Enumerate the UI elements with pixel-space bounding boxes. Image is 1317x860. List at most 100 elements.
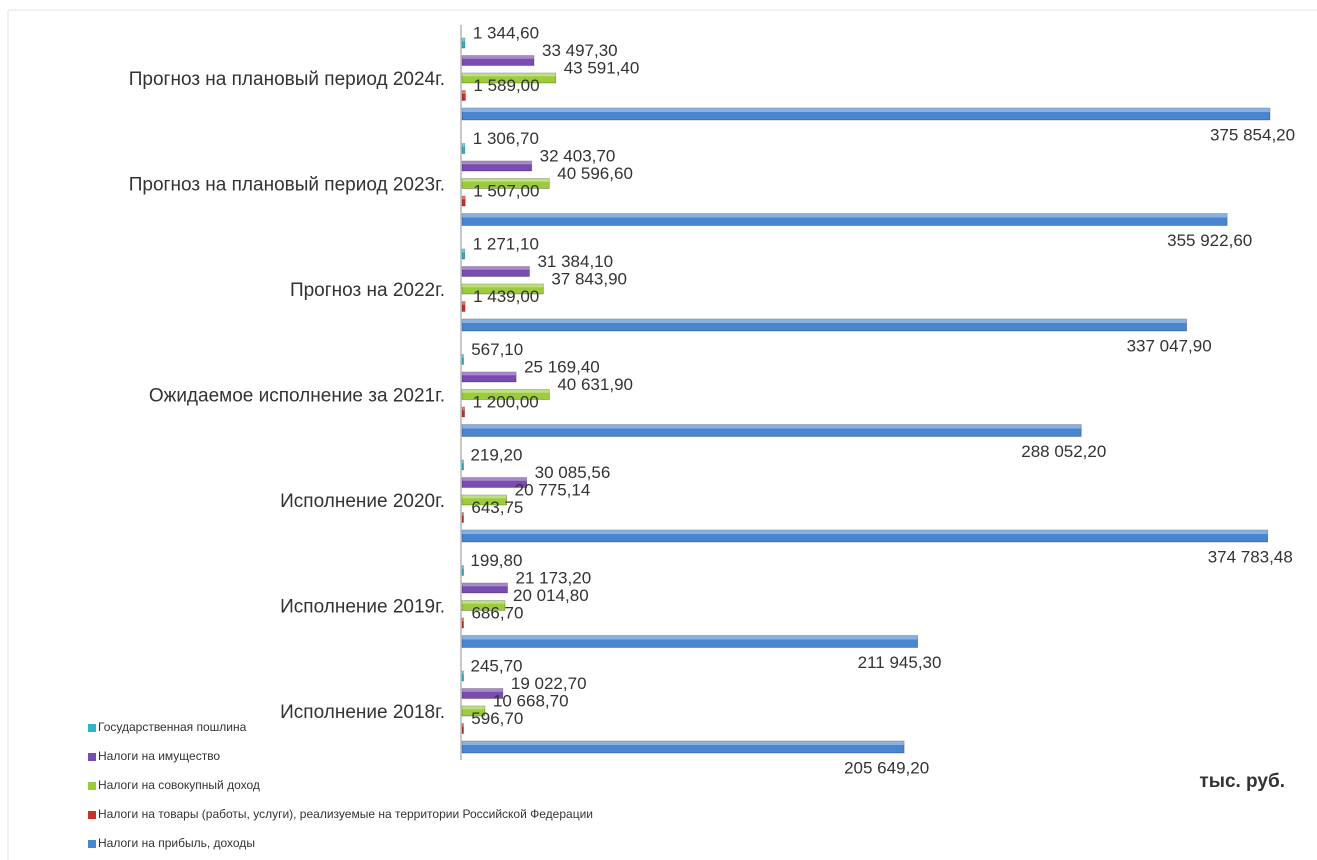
bar-highlight (462, 583, 508, 587)
bar-highlight (462, 90, 466, 94)
bar-highlight (462, 249, 465, 253)
bar-highlight (462, 600, 506, 604)
bar (461, 477, 528, 488)
category-label: Исполнение 2019г. (280, 597, 445, 618)
data-label: 374 783,48 (1208, 547, 1293, 566)
bar (461, 37, 466, 49)
data-label: 219,20 (470, 445, 522, 464)
bar (461, 512, 464, 523)
bar (461, 195, 466, 207)
bar-highlight (462, 38, 465, 42)
legend-label: Налоги на совокупный доход (98, 778, 260, 792)
bar (461, 670, 464, 682)
bar-highlight (462, 108, 1270, 112)
bar (461, 178, 550, 189)
bar-highlight (462, 723, 464, 727)
bar-highlight (462, 161, 532, 165)
data-label: 567,10 (471, 340, 523, 359)
data-label: 20 014,80 (513, 586, 589, 605)
data-label: 245,70 (471, 656, 523, 675)
data-label: 596,70 (471, 709, 523, 728)
bar (461, 529, 1269, 543)
bar-highlight (462, 512, 464, 516)
bar-highlight (462, 372, 517, 376)
bar-highlight (462, 460, 464, 464)
data-label: 1 439,00 (473, 287, 539, 306)
bar (461, 55, 535, 66)
bar (461, 389, 550, 400)
bar-highlight (462, 143, 465, 147)
legend-label: Государственная пошлина (98, 720, 247, 734)
bar (461, 354, 464, 365)
legend-label: Налоги на имущество (98, 749, 220, 763)
legend-label: Налоги на товары (работы, услуги), реали… (98, 807, 593, 821)
bar-highlight (462, 530, 1268, 534)
bar (461, 705, 486, 717)
bar (461, 723, 464, 734)
data-label: 1 200,00 (473, 392, 539, 411)
bar (461, 248, 466, 260)
bar (461, 565, 464, 576)
data-label: 1 589,00 (473, 76, 539, 95)
data-label: 30 085,56 (535, 463, 611, 482)
data-label: 40 631,90 (557, 375, 633, 394)
data-label: 375 854,20 (1210, 125, 1295, 144)
data-label: 205 649,20 (844, 758, 929, 777)
bar-highlight (462, 495, 507, 499)
data-label: 19 022,70 (511, 674, 587, 693)
bar-highlight (462, 389, 550, 393)
bar (461, 406, 465, 418)
data-label: 337 047,90 (1127, 336, 1212, 355)
bar-highlight (462, 565, 464, 569)
bar (461, 617, 464, 629)
legend-swatch (88, 753, 96, 761)
bar (461, 688, 504, 699)
bar (461, 371, 517, 383)
bar (461, 213, 1228, 226)
category-label: Исполнение 2018г. (280, 702, 445, 723)
data-label: 40 596,60 (557, 164, 633, 183)
legend-swatch (88, 811, 96, 819)
bar-highlight (462, 706, 485, 710)
data-label: 199,80 (470, 551, 522, 570)
legend-swatch (88, 724, 96, 732)
data-label: 1 306,70 (473, 129, 539, 148)
bar-highlight (462, 741, 905, 745)
data-label: 1 507,00 (473, 181, 539, 200)
data-label: 20 775,14 (515, 480, 591, 499)
bar-highlight (462, 213, 1228, 218)
bar-highlight (462, 354, 464, 358)
bar-highlight (462, 284, 544, 288)
bar-highlight (462, 73, 556, 77)
data-label: 686,70 (471, 603, 523, 622)
bar (461, 107, 1271, 121)
bar (461, 90, 466, 101)
data-label: 37 843,90 (551, 269, 627, 288)
bar (461, 424, 1082, 437)
bar-highlight (462, 196, 466, 200)
legend-swatch (88, 840, 96, 848)
bar (461, 459, 464, 471)
legend-label: Налоги на прибыль, доходы (98, 836, 255, 850)
bar-highlight (462, 407, 465, 411)
bar-highlight (462, 178, 550, 182)
bar (461, 635, 918, 648)
bar-highlight (462, 618, 464, 622)
bar (461, 266, 530, 277)
unit-label: тыс. руб. (1199, 771, 1285, 792)
bar-highlight (462, 688, 503, 692)
data-label: 211 945,30 (858, 653, 942, 672)
bar (461, 318, 1187, 332)
data-label: 33 497,30 (542, 41, 618, 60)
bar (461, 494, 508, 506)
data-label: 288 052,20 (1021, 442, 1106, 461)
category-label: Прогноз на плановый период 2024г. (129, 69, 445, 90)
bar-highlight (462, 635, 918, 640)
category-label: Прогноз на 2022г. (290, 280, 445, 301)
bar-highlight (462, 55, 535, 59)
data-label: 43 591,40 (564, 58, 640, 77)
bar (461, 600, 506, 611)
data-label: 1 271,10 (473, 234, 539, 253)
bar-highlight (462, 424, 1082, 429)
